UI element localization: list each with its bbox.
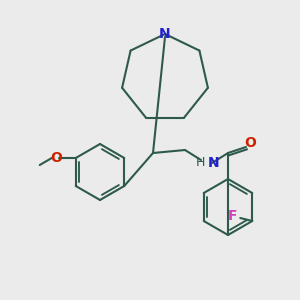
Text: N: N [208,156,220,170]
Text: O: O [50,151,62,165]
Text: N: N [159,27,171,41]
Text: H: H [196,157,205,169]
Text: F: F [227,209,237,223]
Text: O: O [244,136,256,150]
